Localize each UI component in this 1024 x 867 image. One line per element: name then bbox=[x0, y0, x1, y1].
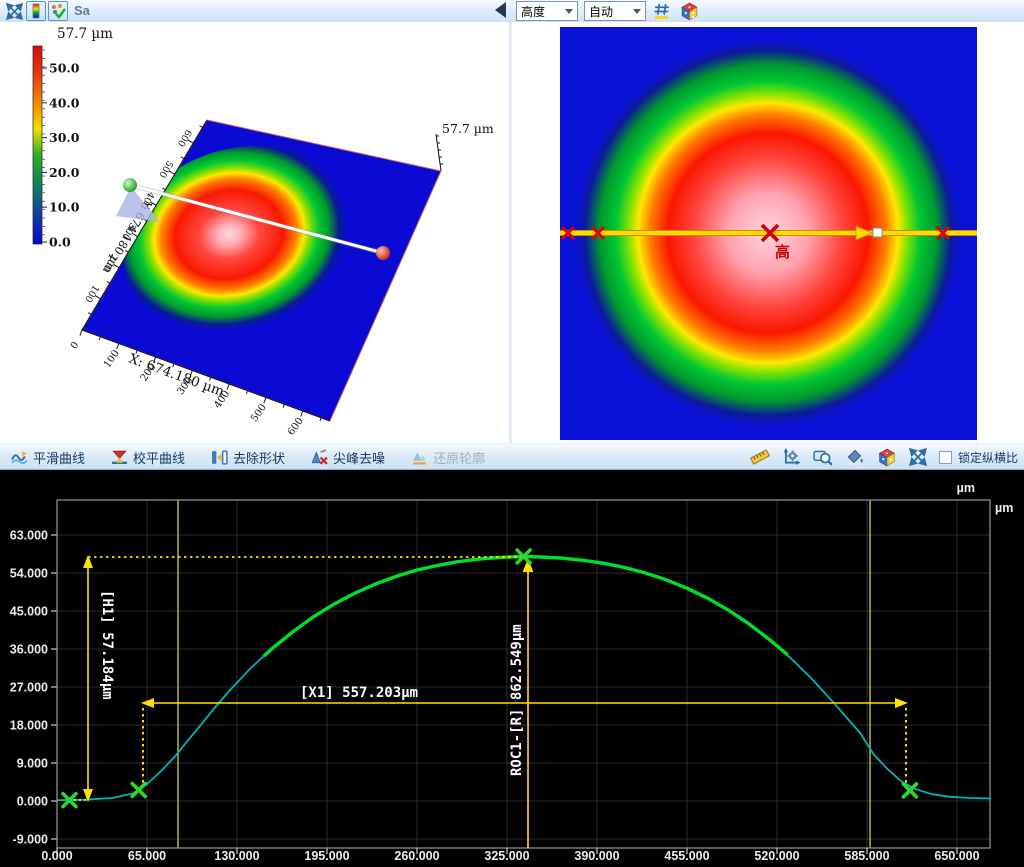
sa-parameter-label: Sa bbox=[74, 3, 90, 18]
x-tick-label: 260.000 bbox=[394, 849, 439, 863]
app-window: Sa 高度 自动 bbox=[0, 0, 1024, 867]
profile-drag-handle[interactable] bbox=[873, 228, 882, 237]
x-tick-label: 585.000 bbox=[844, 849, 889, 863]
x-tick-label: 455.000 bbox=[664, 849, 709, 863]
restore-profile-button[interactable]: 还原轮廓 bbox=[408, 446, 488, 469]
h1-annotation-label: [H1] 57.184µm bbox=[99, 590, 115, 700]
display-mode-value: 高度 bbox=[521, 3, 545, 20]
smooth-curve-icon bbox=[11, 449, 28, 466]
top-toolbar: Sa 高度 自动 bbox=[0, 0, 1024, 23]
profile-toolbar: 平滑曲线 校平曲线 去除形状 bbox=[0, 443, 1024, 470]
x-tick-label: 0.000 bbox=[41, 849, 72, 863]
profile-marker[interactable] bbox=[132, 784, 145, 797]
surface-3d-panel: 57.7 µm 50.040.030.020.010.00.0 01002003… bbox=[0, 22, 509, 443]
3d-cube-button[interactable] bbox=[678, 1, 700, 21]
y-unit-label-top: µm bbox=[957, 481, 975, 495]
display-mode-dropdown[interactable]: 高度 bbox=[516, 1, 578, 21]
colorbar-tick-label: 10.0 bbox=[49, 200, 80, 215]
x-3d-tick-label: 500 bbox=[249, 402, 269, 424]
z-axis-line bbox=[436, 134, 441, 171]
heightmap-2d-panel: 高 bbox=[512, 22, 1024, 443]
sa-display-toggle-button[interactable] bbox=[48, 1, 68, 21]
colorbar-icon bbox=[29, 3, 43, 19]
zoom-region-icon[interactable] bbox=[813, 448, 833, 466]
cube-icon bbox=[680, 2, 699, 21]
profile-point-markers[interactable] bbox=[63, 550, 916, 807]
roc-annotation-label: ROC1-[R] 862.549µm bbox=[509, 624, 525, 776]
x-tick-label: 325.000 bbox=[484, 849, 529, 863]
z-axis-label: 57.7 µm bbox=[442, 121, 494, 136]
x-3d-tick-label: 100 bbox=[102, 348, 122, 370]
fill-color-icon[interactable] bbox=[845, 448, 865, 466]
expand-icon bbox=[6, 3, 23, 20]
y-tick-label: 54.000 bbox=[10, 567, 48, 581]
cube-icon[interactable] bbox=[877, 448, 897, 467]
y-tick-label: 0.000 bbox=[17, 795, 48, 809]
profile-start-handle[interactable] bbox=[123, 178, 137, 192]
y-tick-label: 27.000 bbox=[10, 681, 48, 695]
colorbar-tick-label: 20.0 bbox=[49, 165, 80, 180]
y-tick-label: 36.000 bbox=[10, 643, 48, 657]
colorbar-tick-label: 0.0 bbox=[49, 235, 71, 250]
colorbar-tick-label: 40.0 bbox=[49, 95, 80, 110]
chart-axis-labels: 0.000 65.000 130.000 195.000 260.000 325.000 3… bbox=[10, 529, 980, 864]
y-3d-tick-label: 100 bbox=[82, 283, 101, 304]
heightmap-image[interactable]: 高 bbox=[560, 27, 977, 440]
grid-toggle-button[interactable] bbox=[652, 1, 672, 21]
y-tick-label: 45.000 bbox=[10, 605, 48, 619]
profile-chart-canvas[interactable]: [H1] 57.184µm [X1] 557.203µm ROC1-[R] 86… bbox=[0, 470, 1024, 867]
fit-view-button[interactable] bbox=[4, 1, 24, 21]
x-tick-label: 650.000 bbox=[934, 849, 979, 863]
y-3d-tick-label: 500 bbox=[156, 158, 175, 179]
scale-mode-dropdown[interactable]: 自动 bbox=[584, 1, 646, 21]
spike-denoise-button[interactable]: 尖峰去噪 bbox=[308, 446, 388, 469]
x-3d-tick-label: 0 bbox=[69, 340, 82, 352]
x-3d-tick-label: 600 bbox=[286, 416, 306, 438]
x-tick-label: 130.000 bbox=[214, 849, 259, 863]
measure-ruler-icon[interactable] bbox=[750, 448, 770, 466]
collapse-panel-arrow[interactable] bbox=[495, 2, 506, 18]
y-tick-label: 9.000 bbox=[17, 757, 48, 771]
chevron-down-icon bbox=[633, 9, 641, 14]
remove-shape-button[interactable]: 去除形状 bbox=[208, 446, 288, 469]
lock-aspect-label: 锁定纵横比 bbox=[958, 449, 1018, 466]
level-curve-icon bbox=[111, 449, 128, 466]
x-tick-label: 195.000 bbox=[304, 849, 349, 863]
lock-aspect-checkbox[interactable] bbox=[939, 451, 952, 464]
restore-profile-icon bbox=[411, 449, 428, 466]
surface-3d-plot[interactable]: 57.7 µm 50.040.030.020.010.00.0 01002003… bbox=[0, 22, 509, 443]
level-curve-button[interactable]: 校平曲线 bbox=[108, 446, 188, 469]
colorbar-gradient bbox=[33, 46, 42, 244]
y-tick-label: -9.000 bbox=[13, 833, 48, 847]
measurement-annotations bbox=[74, 555, 908, 848]
profile-direction-arrow-icon bbox=[856, 226, 872, 240]
colorbar-tick-label: 30.0 bbox=[49, 130, 80, 145]
chevron-down-icon bbox=[565, 9, 573, 14]
grid-icon bbox=[654, 3, 671, 20]
y-tick-label: 18.000 bbox=[10, 719, 48, 733]
x-tick-label: 390.000 bbox=[574, 849, 619, 863]
y-3d-tick-label: 600 bbox=[175, 127, 194, 148]
colorbar-tick-label: 50.0 bbox=[49, 61, 80, 76]
x-tick-label: 65.000 bbox=[128, 849, 166, 863]
colorbar-toggle-button[interactable] bbox=[26, 1, 46, 21]
colorbar-title: 57.7 µm bbox=[57, 26, 113, 42]
scale-mode-value: 自动 bbox=[589, 3, 613, 20]
sa-points-check-icon bbox=[50, 3, 66, 19]
y-tick-label: 63.000 bbox=[10, 529, 48, 543]
height-center-label: 高 bbox=[775, 243, 790, 261]
profile-chart: [H1] 57.184µm [X1] 557.203µm ROC1-[R] 86… bbox=[0, 470, 1024, 867]
x-tick-label: 520.000 bbox=[754, 849, 799, 863]
axis-settings-icon[interactable] bbox=[782, 448, 801, 466]
expand-icon[interactable] bbox=[909, 448, 927, 466]
y-unit-label-right: µm bbox=[995, 501, 1013, 515]
remove-shape-icon bbox=[211, 449, 228, 466]
smooth-curve-button[interactable]: 平滑曲线 bbox=[8, 446, 88, 469]
profile-end-handle[interactable] bbox=[376, 246, 390, 260]
spike-denoise-icon bbox=[311, 449, 328, 466]
x1-annotation-label: [X1] 557.203µm bbox=[300, 685, 418, 701]
colorbar-ticks: 50.0 40.0 30.0 20.0 10.0 0.0 bbox=[42, 50, 80, 250]
